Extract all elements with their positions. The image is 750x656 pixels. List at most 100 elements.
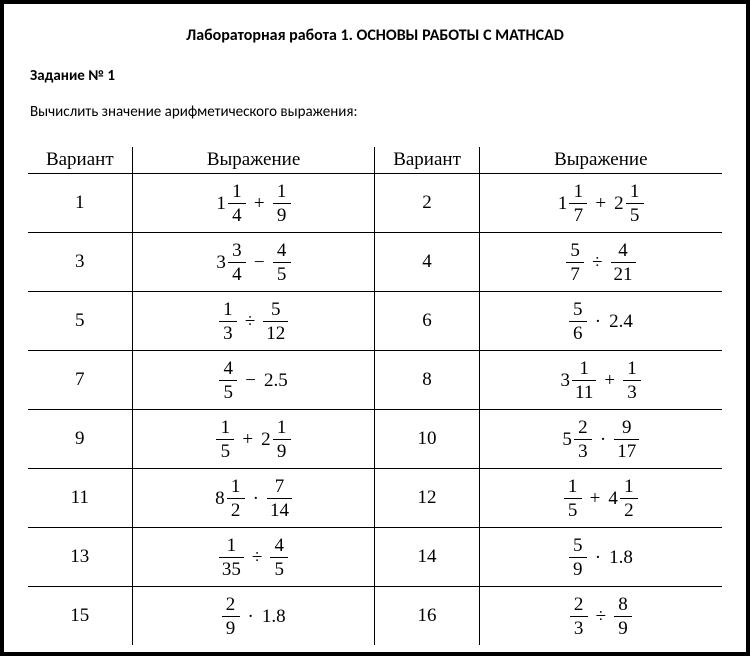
fraction-numerator: 5	[566, 239, 584, 262]
fraction-numerator: 5	[569, 298, 587, 321]
operator: +	[593, 194, 608, 213]
mixed-whole: 3	[561, 371, 571, 390]
expression-cell: 3111+13	[479, 351, 722, 410]
operator: ·	[251, 489, 261, 508]
expression-cell: 15+219	[132, 410, 375, 469]
fraction: 15	[626, 180, 644, 227]
variant-cell: 3	[28, 233, 132, 292]
table-row: 915+21910523·917	[28, 410, 722, 469]
operator: +	[588, 489, 603, 508]
mixed-fraction: 117	[558, 180, 588, 227]
expression-cell: 56·2.4	[479, 292, 722, 351]
fraction-denominator: 9	[273, 439, 291, 463]
mixed-whole: 1	[558, 194, 568, 213]
fraction: 15	[216, 416, 234, 463]
col-expression-left: Выражение	[132, 147, 375, 174]
variants-table: Вариант Выражение Вариант Выражение 1114…	[28, 147, 722, 645]
col-variant-left: Вариант	[28, 147, 132, 174]
fraction-numerator: 4	[219, 357, 237, 380]
fraction: 89	[614, 593, 632, 640]
fraction-numerator: 1	[228, 180, 246, 203]
operator: ·	[598, 430, 608, 449]
fraction: 45	[273, 239, 291, 286]
operator: +	[602, 371, 617, 390]
fraction-numerator: 2	[570, 593, 588, 616]
mixed-fraction: 114	[216, 180, 246, 227]
fraction: 57	[566, 239, 584, 286]
variant-cell: 14	[375, 528, 479, 587]
math-expression: 13÷512	[219, 298, 288, 345]
fraction-numerator: 2	[574, 416, 592, 439]
math-expression: 117+215	[558, 180, 644, 227]
fraction: 12	[620, 475, 638, 522]
mixed-fraction: 334	[216, 239, 246, 286]
fraction: 15	[564, 475, 582, 522]
table-row: 13 135 ÷ 4 5 14 59 · 1.8	[28, 528, 722, 587]
number: 1.8	[609, 548, 633, 567]
operator: ·	[593, 548, 603, 567]
fraction-denominator: 4	[228, 262, 246, 286]
fraction-numerator: 3	[228, 239, 246, 262]
fraction-denominator: 9	[222, 616, 240, 640]
expression-cell: 13÷512	[132, 292, 375, 351]
fraction-denominator: 3	[219, 321, 237, 345]
fraction-numerator: 1	[626, 180, 644, 203]
fraction-denominator: 3	[574, 439, 592, 463]
fraction: 59	[569, 534, 587, 581]
task-prompt: Вычислить значение арифметического выраж…	[30, 103, 722, 121]
fraction: 17	[569, 180, 587, 227]
math-expression: 334−45	[216, 239, 290, 286]
fraction-denominator: 21	[611, 262, 636, 286]
fraction: 23	[570, 593, 588, 640]
col-variant-right: Вариант	[375, 147, 479, 174]
mixed-whole: 8	[215, 489, 225, 508]
mixed-whole: 2	[261, 430, 271, 449]
fraction-numerator: 1	[564, 475, 582, 498]
fraction: 19	[273, 180, 291, 227]
fraction-denominator: 3	[570, 616, 588, 640]
variant-cell: 6	[375, 292, 479, 351]
fraction: 14	[228, 180, 246, 227]
fraction-numerator: 1	[273, 416, 291, 439]
fraction-numerator: 1	[273, 180, 291, 203]
fraction: 917	[614, 416, 639, 463]
fraction: 135	[219, 534, 244, 581]
fraction: 23	[574, 416, 592, 463]
operator: ÷	[250, 548, 264, 567]
fraction-denominator: 4	[228, 203, 246, 227]
operator: +	[252, 194, 267, 213]
task-heading: Задание № 1	[30, 67, 722, 85]
mixed-whole: 2	[614, 194, 624, 213]
variant-cell: 1	[28, 174, 132, 233]
table-row: 11812·7141215+412	[28, 469, 722, 528]
fraction-numerator: 4	[270, 534, 288, 557]
table-row: 1114+192117+215	[28, 174, 722, 233]
number: 2.5	[264, 371, 288, 390]
fraction-numerator: 5	[569, 534, 587, 557]
variant-cell: 11	[28, 469, 132, 528]
fraction: 111	[572, 357, 596, 404]
fraction-numerator: 7	[270, 475, 288, 498]
operator: ÷	[590, 253, 604, 272]
fraction: 56	[569, 298, 587, 345]
fraction: 13	[219, 298, 237, 345]
math-expression: 3111+13	[561, 357, 642, 404]
math-expression: 59 · 1.8	[569, 534, 633, 581]
expression-cell: 57÷421	[479, 233, 722, 292]
fraction-numerator: 1	[222, 534, 240, 557]
math-expression: 523·917	[562, 416, 639, 463]
variant-cell: 10	[375, 410, 479, 469]
fraction-denominator: 9	[569, 557, 587, 581]
mixed-fraction: 215	[614, 180, 644, 227]
expression-cell: 523·917	[479, 410, 722, 469]
operator: ÷	[243, 312, 257, 331]
fraction-numerator: 1	[219, 298, 237, 321]
expression-cell: 135÷45	[132, 528, 375, 587]
fraction-numerator: 8	[614, 593, 632, 616]
table-row: 745−2.583111+13	[28, 351, 722, 410]
variant-cell: 13	[28, 528, 132, 587]
fraction-numerator: 1	[227, 475, 245, 498]
variant-cell: 7	[28, 351, 132, 410]
expression-cell: 334−45	[132, 233, 375, 292]
variant-cell: 15	[28, 587, 132, 646]
